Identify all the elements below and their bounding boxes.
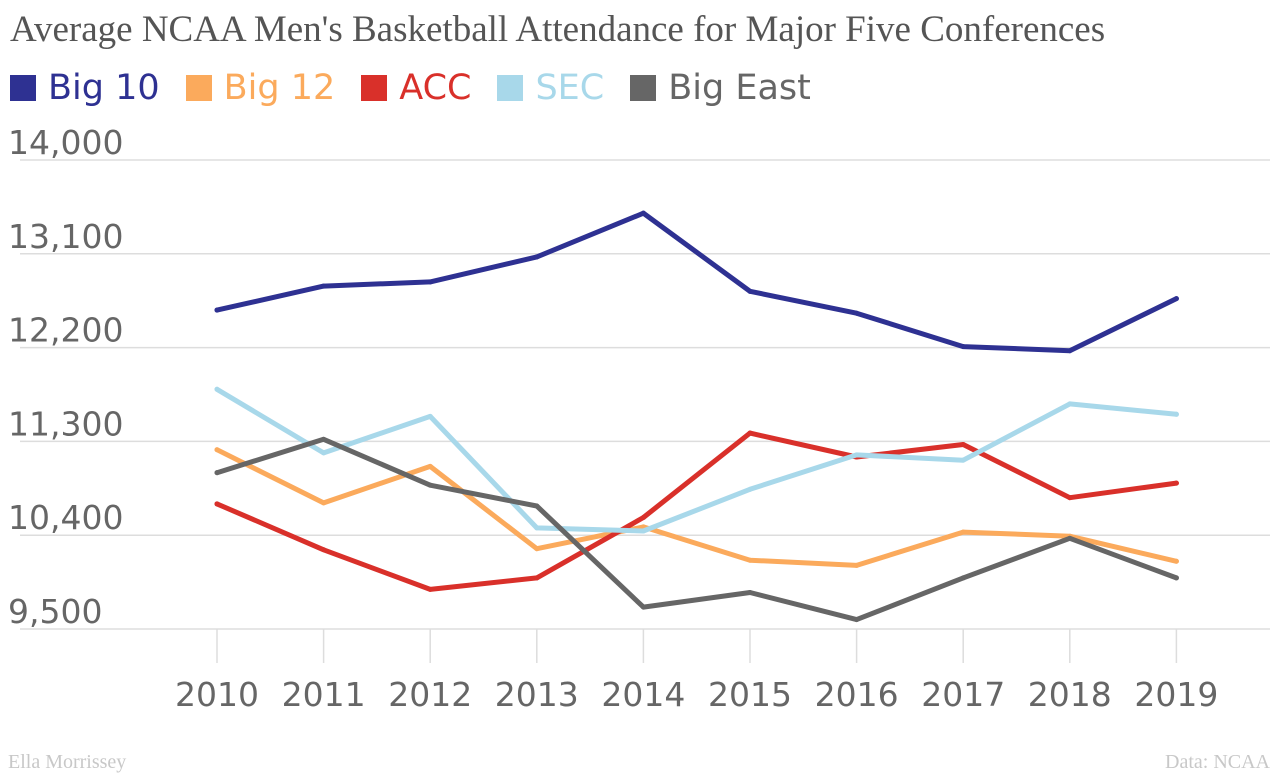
x-tick-label: 2015 (708, 675, 792, 714)
series-line-sec (214, 386, 1179, 534)
data-point (747, 557, 753, 563)
data-point (854, 310, 860, 316)
data-point (534, 525, 540, 531)
data-point (1067, 495, 1073, 501)
legend-item: Big 12 (185, 66, 336, 110)
x-tick-label: 2011 (282, 675, 366, 714)
data-point (214, 307, 220, 313)
legend-label: Big East (668, 68, 811, 108)
data-point (747, 590, 753, 596)
data-point (427, 279, 433, 285)
data-point (640, 514, 646, 520)
footer-author: Ella Morrissey (8, 751, 127, 773)
footer-source: Data: NCAA (1165, 751, 1270, 773)
data-point (960, 457, 966, 463)
data-point (640, 604, 646, 610)
data-point (747, 430, 753, 436)
data-point (1173, 575, 1179, 581)
series-line-big-east (214, 436, 1179, 623)
chart-legend: Big 10 Big 12 ACC SEC Big East (10, 66, 837, 110)
x-tick-label: 2014 (601, 675, 685, 714)
x-tick-label: 2016 (815, 675, 899, 714)
legend-label: SEC (535, 68, 605, 108)
data-point (427, 463, 433, 469)
data-point (534, 546, 540, 552)
data-point (960, 344, 966, 350)
data-point (640, 528, 646, 534)
data-point (854, 617, 860, 623)
data-point (214, 386, 220, 392)
data-point (747, 486, 753, 492)
data-point (321, 547, 327, 553)
legend-item: Big 10 (10, 66, 160, 110)
legend-label: ACC (399, 68, 472, 108)
data-point (960, 575, 966, 581)
legend-label: Big 10 (48, 68, 160, 108)
data-point (321, 450, 327, 456)
y-tick-label: 9,500 (8, 592, 102, 631)
data-point (1173, 480, 1179, 486)
y-tick-label: 10,400 (8, 498, 123, 537)
chart-title: Average NCAA Men's Basketball Attendance… (10, 9, 1106, 50)
legend-item: SEC (497, 66, 604, 110)
data-point (640, 210, 646, 216)
x-tick-label: 2010 (175, 675, 259, 714)
y-tick-label: 13,100 (8, 217, 123, 256)
data-point (321, 283, 327, 289)
legend-item: Big East (630, 66, 811, 110)
legend-swatch (361, 75, 388, 101)
data-point (534, 254, 540, 260)
y-tick-label: 12,200 (8, 311, 123, 350)
data-point (321, 436, 327, 442)
x-tick-label: 2018 (1028, 675, 1112, 714)
data-point (854, 562, 860, 568)
y-tick-label: 14,000 (8, 123, 123, 162)
data-point (214, 447, 220, 453)
y-tick-label: 11,300 (8, 404, 123, 443)
data-point (1067, 535, 1073, 541)
x-tick-label: 2017 (921, 675, 1005, 714)
data-point (960, 529, 966, 535)
data-point (321, 500, 327, 506)
data-point (427, 482, 433, 488)
data-point (1173, 411, 1179, 417)
legend-swatch (185, 75, 212, 101)
x-tick-label: 2013 (495, 675, 579, 714)
x-tick-label: 2012 (388, 675, 472, 714)
series-line-big-10 (214, 210, 1179, 354)
series-line-big-12 (214, 447, 1179, 568)
data-point (214, 470, 220, 476)
legend-label: Big 12 (223, 68, 336, 108)
data-point (747, 288, 753, 294)
legend-item: ACC (361, 66, 471, 110)
legend-swatch (630, 75, 657, 101)
data-point (427, 586, 433, 592)
legend-swatch (497, 75, 524, 101)
data-point (214, 501, 220, 507)
data-point (534, 575, 540, 581)
data-point (1173, 558, 1179, 564)
series-line-acc (214, 430, 1179, 592)
data-point (1067, 401, 1073, 407)
data-point (534, 503, 540, 509)
data-point (1067, 348, 1073, 354)
x-tick-label: 2019 (1134, 675, 1218, 714)
data-point (960, 442, 966, 448)
data-point (854, 452, 860, 458)
data-point (427, 413, 433, 419)
legend-swatch (10, 75, 36, 101)
data-point (1173, 296, 1179, 302)
